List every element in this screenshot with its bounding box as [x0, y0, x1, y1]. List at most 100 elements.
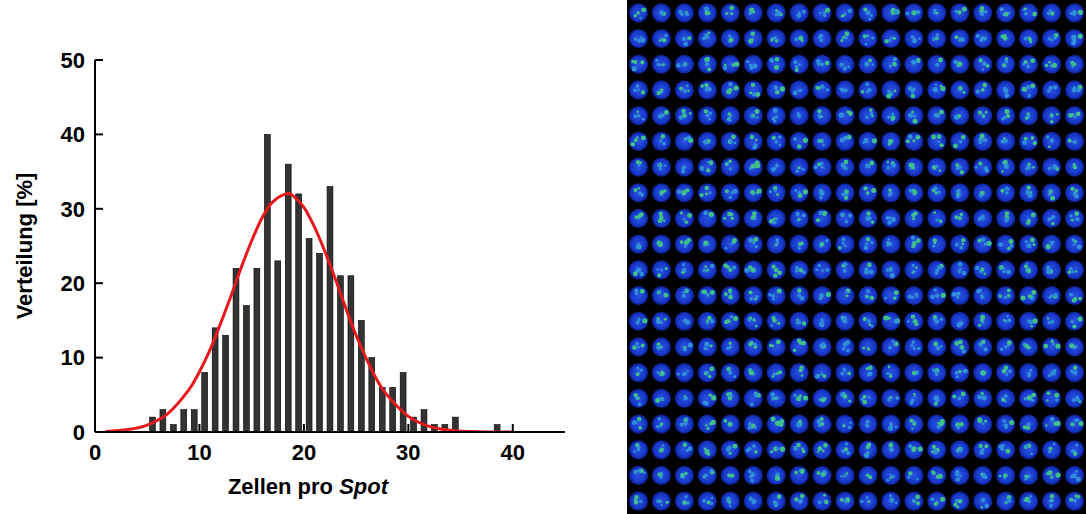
cell-speckle: [1006, 269, 1011, 274]
cell-spot: [744, 3, 763, 22]
cell-spot: [1019, 235, 1038, 254]
cell-spot: [950, 235, 969, 254]
cell-spot: [790, 312, 809, 331]
cell-speckle: [939, 421, 944, 426]
cell-speckle: [958, 370, 961, 373]
cell-spot: [767, 55, 786, 74]
cell-speckle: [777, 494, 782, 499]
cell-speckle: [1054, 393, 1059, 398]
cell-speckle: [961, 238, 965, 242]
cell-speckle: [935, 269, 939, 273]
cell-speckle: [1029, 369, 1032, 372]
cell-speckle: [958, 86, 963, 91]
cell-speckle: [755, 109, 760, 114]
cell-speckle: [956, 477, 960, 481]
cell-speckle: [723, 66, 728, 71]
cell-speckle: [1068, 270, 1072, 274]
cell-speckle: [687, 213, 692, 218]
cell-speckle: [962, 349, 966, 353]
cell-speckle: [931, 470, 934, 473]
cell-speckle: [1032, 12, 1037, 17]
cell-speckle: [867, 263, 872, 268]
cell-speckle: [728, 82, 732, 86]
cell-speckle: [1076, 396, 1079, 399]
cell-speckle: [915, 293, 918, 296]
cell-speckle: [770, 38, 773, 41]
cell-speckle: [912, 271, 914, 273]
cell-speckle: [894, 319, 899, 324]
cell-speckle: [893, 57, 897, 61]
cell-spot: [927, 106, 946, 125]
cell-speckle: [867, 88, 871, 92]
cell-speckle: [728, 342, 731, 345]
cell-spot: [881, 157, 900, 176]
cell-spot: [629, 29, 648, 48]
cell-spot: [1065, 235, 1084, 254]
cell-speckle: [1075, 470, 1078, 473]
cell-spot: [973, 414, 992, 433]
cell-speckle: [708, 31, 711, 34]
cell-speckle: [888, 365, 891, 368]
cell-spot: [675, 389, 694, 408]
y-tick-label: 50: [61, 48, 85, 73]
cell-speckle: [890, 273, 895, 278]
cell-spot: [790, 55, 809, 74]
cell-speckle: [1024, 397, 1028, 401]
cell-speckle: [793, 90, 798, 95]
cell-spot: [881, 183, 900, 202]
cell-speckle: [957, 62, 962, 67]
cell-spot: [812, 363, 831, 382]
cell-speckle: [685, 188, 689, 192]
cell-speckle: [682, 37, 686, 41]
cell-speckle: [911, 110, 914, 113]
cell-speckle: [640, 60, 644, 64]
cell-spot: [1065, 3, 1084, 22]
cell-speckle: [729, 213, 733, 217]
cell-speckle: [774, 397, 777, 400]
cell-spot: [1042, 80, 1061, 99]
cell-speckle: [749, 341, 753, 345]
cell-speckle: [1002, 267, 1005, 270]
cell-speckle: [823, 443, 828, 448]
cell-speckle: [633, 188, 637, 192]
cell-speckle: [891, 112, 894, 115]
cell-speckle: [751, 32, 755, 36]
cell-spot: [927, 235, 946, 254]
cell-spot: [950, 106, 969, 125]
cell-speckle: [770, 450, 773, 453]
cell-speckle: [886, 166, 890, 170]
cell-spot: [698, 389, 717, 408]
figure: 01020304050010203040Zellen pro SpotVerte…: [0, 0, 1086, 514]
cell-speckle: [681, 169, 685, 173]
cell-speckle: [793, 60, 797, 64]
cell-spot: [629, 235, 648, 254]
cell-speckle: [778, 135, 781, 138]
cell-speckle: [935, 218, 938, 221]
cell-spot: [858, 183, 877, 202]
cell-speckle: [1031, 393, 1036, 398]
cell-speckle: [679, 86, 683, 90]
plot-area: [105, 134, 512, 432]
cell-speckle: [802, 450, 806, 454]
cell-speckle: [729, 505, 731, 507]
cell-spot: [904, 312, 923, 331]
cell-speckle: [664, 110, 669, 115]
cell-speckle: [819, 296, 823, 300]
cell-speckle: [637, 397, 640, 400]
cell-speckle: [841, 241, 844, 244]
cell-speckle: [982, 371, 986, 375]
cell-spot: [973, 363, 992, 382]
cell-spot: [675, 363, 694, 382]
cell-speckle: [683, 372, 687, 376]
cell-spot: [996, 337, 1015, 356]
cell-spot: [1042, 312, 1061, 331]
cell-spot: [767, 106, 786, 125]
cell-spot: [1065, 106, 1084, 125]
cell-speckle: [841, 163, 846, 168]
cell-speckle: [815, 268, 818, 271]
cell-speckle: [798, 218, 801, 221]
cell-speckle: [933, 186, 937, 190]
cell-speckle: [685, 220, 689, 224]
cell-speckle: [634, 138, 638, 142]
cell-speckle: [817, 446, 822, 451]
